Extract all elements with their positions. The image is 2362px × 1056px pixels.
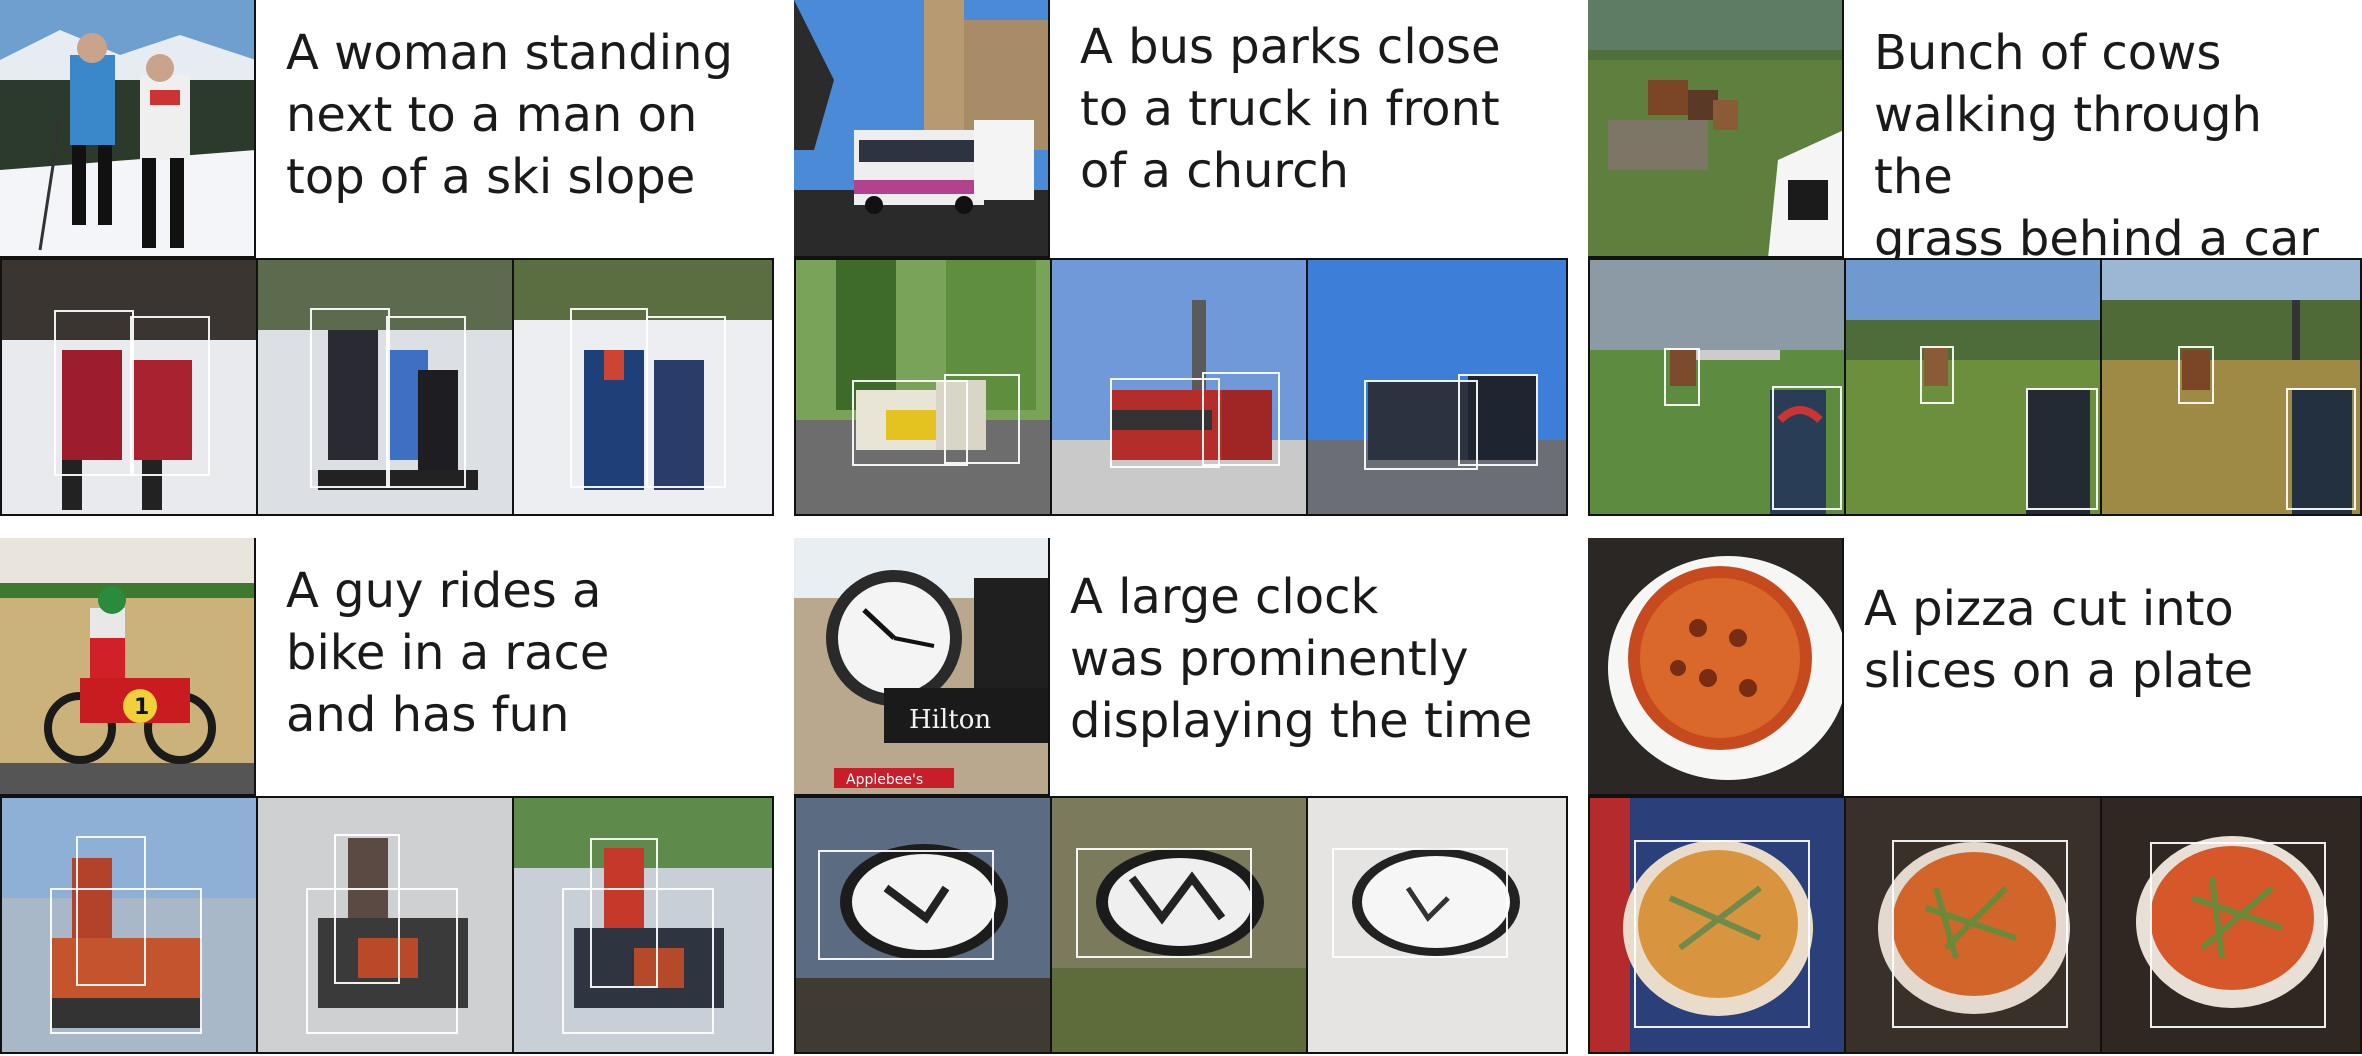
- bounding-box: [310, 308, 390, 488]
- hilton-sign-text: Hilton: [909, 705, 991, 735]
- generated-bus-image: [796, 260, 1052, 514]
- cows-field-car-photo: [1588, 0, 1844, 258]
- bounding-box: [1332, 848, 1508, 958]
- bounding-box: [2178, 346, 2214, 404]
- bounding-box: [1364, 380, 1478, 470]
- bounding-box: [1202, 372, 1280, 466]
- bike-number: 1: [134, 695, 149, 720]
- panel-motorbike: 1 A guy rides a bike in a race and has f…: [0, 538, 774, 1056]
- bounding-box: [1076, 848, 1252, 958]
- bounding-box: [562, 888, 714, 1034]
- bounding-box: [1892, 840, 2068, 1028]
- caption: A pizza cut into slices on a plate: [1864, 581, 2254, 699]
- shop-sign-text: Applebee's: [846, 772, 923, 788]
- generated-bus-image: [1052, 260, 1308, 514]
- street-clock-photo: Hilton Applebee's: [794, 538, 1050, 796]
- generated-images-row: [1588, 258, 2362, 516]
- bounding-box: [130, 316, 210, 476]
- generated-motorbike-image: [514, 798, 772, 1052]
- generated-images-row: [1588, 796, 2362, 1054]
- generated-images-row: [0, 258, 774, 516]
- bounding-box: [1110, 378, 1220, 468]
- bounding-box: [570, 308, 648, 488]
- generated-ski-people-image: [2, 260, 258, 514]
- generated-images-row: [794, 258, 1568, 516]
- bounding-box: [944, 374, 1020, 464]
- panel-bus: A bus parks close to a truck in front of…: [794, 0, 1568, 518]
- bus-by-church-photo: [794, 0, 1050, 258]
- bounding-box: [334, 834, 400, 984]
- generated-bus-image: [1308, 260, 1566, 514]
- generated-pizza-image: [2102, 798, 2360, 1052]
- bounding-box: [1634, 840, 1810, 1028]
- bounding-box: [76, 836, 146, 986]
- generated-pizza-image: [1846, 798, 2102, 1052]
- bounding-box: [386, 316, 466, 488]
- generated-cow-field-image: [2102, 260, 2360, 514]
- bounding-box: [1458, 374, 1538, 466]
- generated-clock-image: [796, 798, 1052, 1052]
- bounding-box: [590, 838, 658, 988]
- panel-pizza: A pizza cut into slices on a plate: [1588, 538, 2362, 1056]
- motorcycle-race-photo: 1: [0, 538, 256, 796]
- generated-images-row: [794, 796, 1568, 1054]
- bounding-box: [1920, 346, 1954, 404]
- generated-motorbike-image: [2, 798, 258, 1052]
- panel-cows: Bunch of cows walking through the grass …: [1588, 0, 2362, 518]
- generated-motorbike-image: [258, 798, 514, 1052]
- generated-cow-field-image: [1846, 260, 2102, 514]
- bounding-box: [646, 316, 726, 488]
- generated-clock-image: [1052, 798, 1308, 1052]
- caption: A guy rides a bike in a race and has fun: [286, 563, 610, 743]
- ski-slope-couple-photo: [0, 0, 256, 258]
- bounding-box: [1772, 386, 1842, 510]
- caption: Bunch of cows walking through the grass …: [1874, 25, 2320, 267]
- bounding-box: [1664, 348, 1700, 406]
- bounding-box: [818, 850, 994, 960]
- generated-cow-field-image: [1590, 260, 1846, 514]
- generated-ski-people-image: [258, 260, 514, 514]
- generated-clock-image: [1308, 798, 1566, 1052]
- bounding-box: [50, 888, 202, 1034]
- bounding-box: [306, 888, 458, 1034]
- panel-ski: A woman standing next to a man on top of…: [0, 0, 774, 518]
- bounding-box: [54, 310, 134, 476]
- caption: A bus parks close to a truck in front of…: [1080, 19, 1501, 199]
- panel-clock: Hilton Applebee's A large clock was prom…: [794, 538, 1568, 1056]
- generated-pizza-image: [1590, 798, 1846, 1052]
- bounding-box: [852, 380, 968, 466]
- bounding-box: [2286, 388, 2356, 510]
- generated-ski-people-image: [514, 260, 772, 514]
- caption: A woman standing next to a man on top of…: [286, 25, 733, 205]
- caption: A large clock was prominently displaying…: [1070, 569, 1533, 749]
- generated-images-row: [0, 796, 774, 1054]
- pizza-on-plate-photo: [1588, 538, 1844, 796]
- bounding-box: [2150, 842, 2326, 1028]
- bounding-box: [2026, 388, 2098, 510]
